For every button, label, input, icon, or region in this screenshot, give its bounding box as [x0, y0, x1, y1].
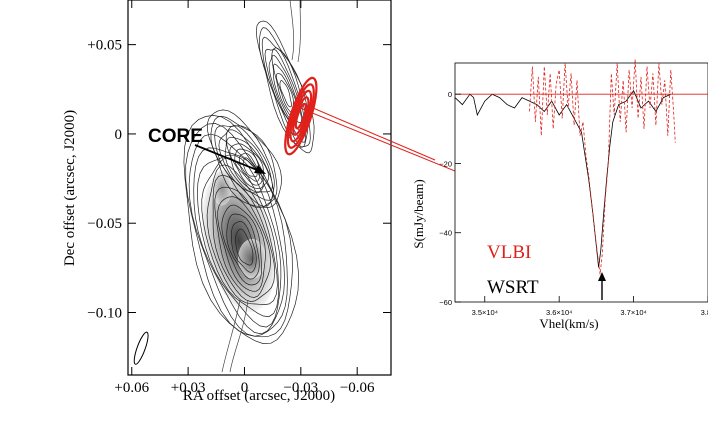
core-contour: [214, 125, 275, 207]
legend-wsrt: WSRT: [487, 277, 539, 298]
absorption-contour: [284, 76, 318, 156]
lobe-contour: [226, 213, 260, 280]
lobe-contour: [193, 147, 285, 335]
map-y-tick-label: 0: [115, 127, 123, 143]
lobe-contour: [196, 154, 282, 328]
lobe-shading-secondary: [237, 238, 266, 279]
contour-map-panel: +0.06 +0.03 0 −0.03 −0.06 +0.05 0 −0.05 −0.10 RA…: [62, 0, 392, 404]
absorption-arrow: [598, 272, 606, 300]
spectrum-y-tick-label: −40: [439, 229, 452, 238]
spectrum-x-tick-label: 3.8×: [701, 308, 708, 317]
spectrum-y-axis-label: S(mJy/beam): [411, 179, 426, 248]
spectrum-axes: 3.5×10⁴ 3.6×10⁴ 3.7×10⁴ 3.8× 0 −20 −40 −60: [439, 90, 708, 317]
legend-vlbi: VLBI: [487, 242, 531, 263]
absorption-contour: [289, 89, 313, 143]
map-y-axis-label: Dec offset (arcsec, J2000): [62, 110, 78, 266]
map-y-tick-label: −0.10: [87, 306, 122, 322]
lobe-contour: [235, 228, 254, 266]
jet-contour: [255, 20, 315, 154]
spectrum-y-tick-label: −20: [439, 159, 452, 168]
map-x-tick-label: +0.03: [171, 380, 206, 396]
jet-tip-contour: [289, 0, 301, 63]
core-contour: [234, 148, 263, 186]
map-axes: +0.06 +0.03 0 −0.03 −0.06 +0.05 0 −0.05 −0.10: [87, 0, 391, 396]
map-x-tick-label: −0.03: [283, 380, 318, 396]
map-x-tick-label: +0.06: [114, 380, 149, 396]
absorption-contour: [286, 83, 315, 149]
spectrum-x-axis-label: Vhel(km/s): [539, 316, 598, 331]
lobe-contour: [217, 196, 266, 292]
core-arrow: [194, 144, 266, 174]
lobe-contour: [183, 115, 300, 344]
jet-contour: [279, 80, 292, 108]
lobe-contour: [214, 186, 271, 298]
spectrum-layer: [454, 59, 708, 275]
spectrum-y-tick-label: −60: [439, 298, 452, 307]
core-contour: [224, 129, 273, 194]
map-x-tick-label: −0.06: [340, 380, 375, 396]
beam-ellipse: [133, 331, 149, 365]
spectrum-x-tick-label: 3.6×10⁴: [546, 308, 572, 317]
lobe-contour: [221, 204, 262, 286]
map-x-axis-label: RA offset (arcsec, J2000): [183, 388, 335, 404]
spectrum-y-tick-label: 0: [448, 90, 452, 99]
tail-contour: [221, 299, 249, 373]
core-contour: [229, 143, 264, 189]
core-contour: [239, 152, 261, 182]
contour-layer: [133, 0, 318, 373]
spectrum-panel: 3.5×10⁴ 3.6×10⁴ 3.7×10⁴ 3.8× 0 −20 −40 −60 Vhel…: [411, 59, 708, 331]
lobe-contour: [188, 133, 288, 337]
map-x-tick-label: 0: [241, 380, 249, 396]
spectrum-x-tick-label: 3.7×10⁴: [620, 308, 646, 317]
core-contour: [206, 109, 282, 208]
core-label: CORE: [148, 126, 203, 147]
spectrum-x-tick-label: 3.5×10⁴: [472, 308, 498, 317]
map-y-tick-label: +0.05: [87, 38, 122, 54]
absorption-contour: [292, 96, 310, 136]
core-contour: [218, 125, 274, 201]
lobe-contour: [231, 221, 257, 273]
absorption-contour: [294, 102, 307, 130]
core-contour: [242, 157, 258, 177]
spectrum-frame: [454, 62, 708, 303]
core-contour: [226, 136, 269, 193]
lobe-contour: [206, 164, 278, 305]
map-y-tick-label: −0.05: [87, 216, 122, 232]
